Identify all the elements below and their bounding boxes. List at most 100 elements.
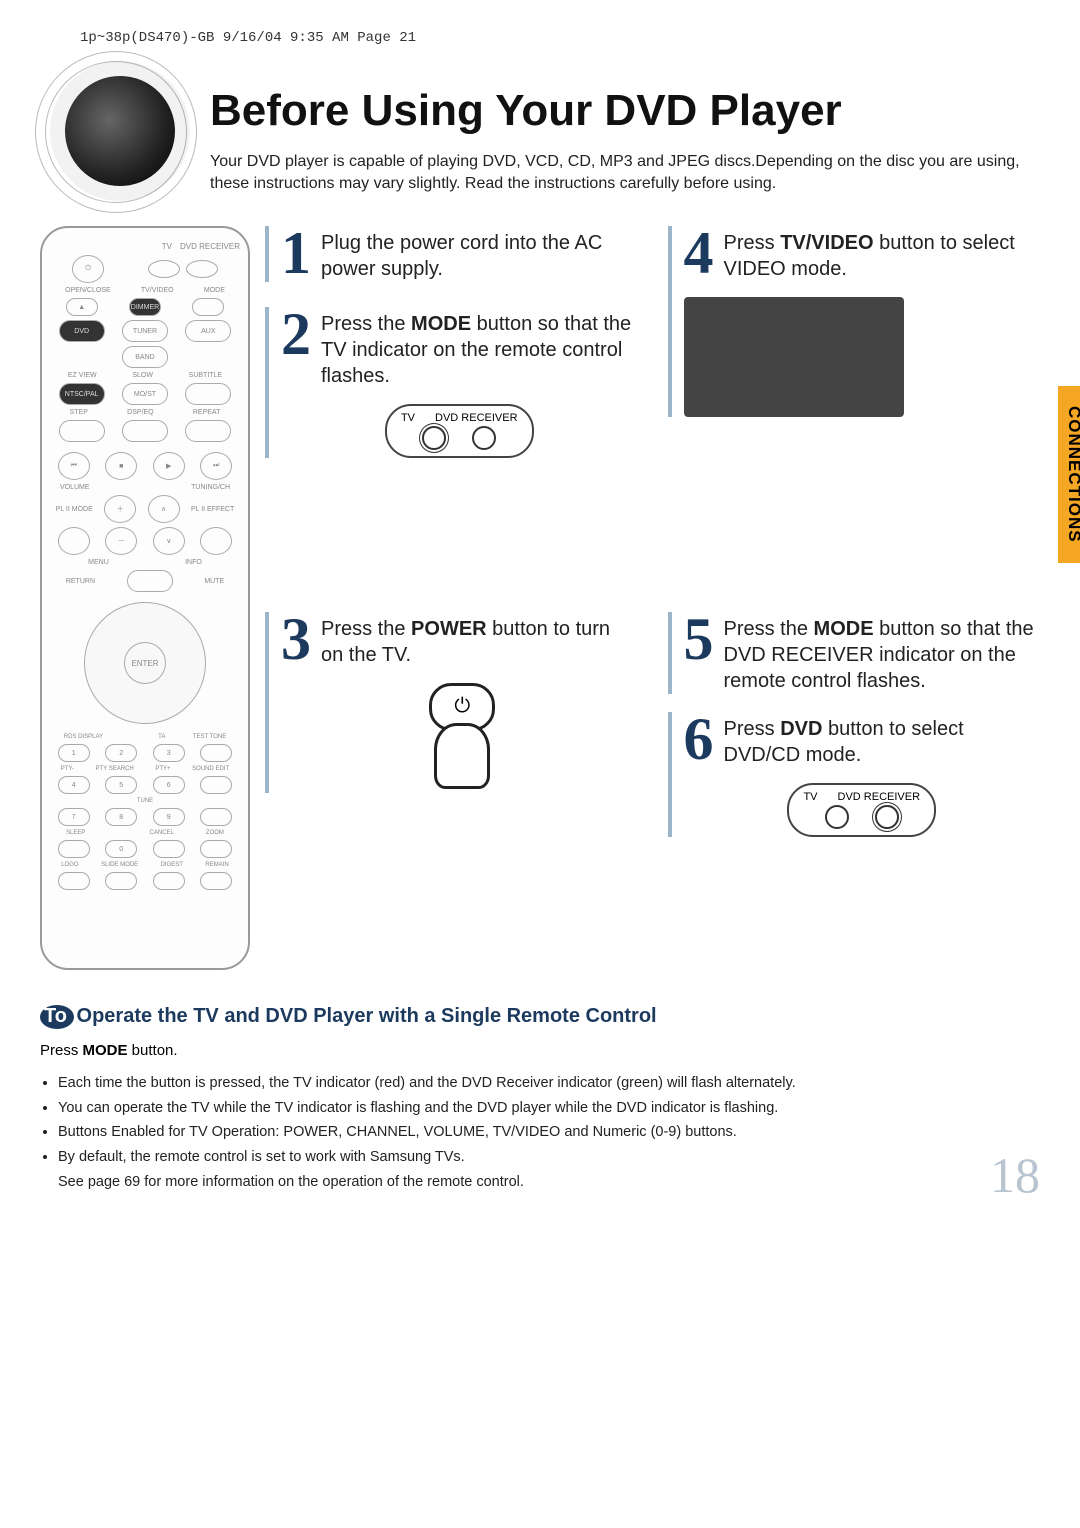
title-block: Before Using Your DVD Player Your DVD pl… (210, 56, 1040, 196)
lbl-digest: DIGEST (161, 862, 183, 868)
page-number: 18 (990, 1146, 1040, 1204)
lbl-rds: RDS DISPLAY (64, 734, 103, 740)
step-4: 4 Press TV/VIDEO button to select VIDEO … (668, 226, 1041, 417)
sub-heading: To Operate the TV and DVD Player with a … (40, 1005, 1040, 1028)
step-6-num: 6 (684, 712, 714, 766)
remote-column: TV DVD RECEIVER ⏻ OPEN/CLOSE TV/VIDEO MO… (40, 226, 245, 970)
lbl-repeat: REPEAT (193, 409, 221, 416)
btn-band: BAND (122, 346, 168, 368)
btn-dimmer: DIMMER (129, 298, 161, 316)
lbl-ta: TA (158, 734, 165, 740)
btn-openclose: ▲ (66, 298, 98, 316)
step-5: 5 Press the MODE button so that the DVD … (668, 612, 1041, 694)
lbl-tune2: TUNE (137, 798, 153, 804)
hand-icon (434, 723, 490, 789)
steps-right-bottom: 5 Press the MODE button so that the DVD … (668, 612, 1041, 971)
step-1-text: Plug the power cord into the AC power su… (321, 226, 638, 282)
key-9: 9 (153, 808, 185, 826)
press-mode-line: Press MODE button. (40, 1042, 1040, 1059)
key-cancel (153, 840, 185, 858)
led-dvd (186, 260, 218, 278)
steps-left-bottom: 3 Press the POWER button to turn on the … (265, 612, 638, 971)
remote-label-dvd: DVD RECEIVER (180, 242, 240, 251)
key-2: 2 (105, 744, 137, 762)
title-row: Before Using Your DVD Player Your DVD pl… (40, 56, 1040, 206)
ind6-tv-label: TV (803, 791, 817, 803)
btn-chdn: ∨ (153, 527, 185, 555)
steps-grid: CONNECTIONS 1 Plug the power cord into t… (265, 226, 1040, 970)
lbl-plii-mode: PL II MODE (56, 506, 93, 513)
lbl-ptym: PTY- (61, 766, 74, 772)
lbl-mode: MODE (204, 287, 225, 294)
lbl-step: STEP (70, 409, 88, 416)
lbl-sleep: SLEEP (66, 830, 85, 836)
key-sleep (58, 840, 90, 858)
key-6: 6 (153, 776, 185, 794)
step-6: 6 Press DVD button to select DVD/CD mode… (668, 712, 1041, 837)
section-tab: CONNECTIONS (1058, 386, 1080, 563)
bottom-section: To Operate the TV and DVD Player with a … (40, 1005, 1040, 1194)
step-3-hand: ⏻ (281, 683, 638, 793)
ind2-tv-label: TV (401, 412, 415, 424)
btn-sub (185, 383, 231, 405)
step-5-num: 5 (684, 612, 714, 666)
lbl-tvvideo: TV/VIDEO (141, 287, 174, 294)
ind6-dvd-led (875, 805, 899, 829)
btn-tuner: TUNER (122, 320, 168, 342)
step-5-text: Press the MODE button so that the DVD RE… (724, 612, 1041, 694)
lbl-testtone: TEST TONE (193, 734, 226, 740)
key-5: 5 (105, 776, 137, 794)
sub-heading-rest: Operate the TV and DVD Player with a Sin… (71, 1005, 657, 1027)
lbl-ptyp: PTY+ (155, 766, 170, 772)
step-4-text: Press TV/VIDEO button to select VIDEO mo… (724, 226, 1041, 282)
ind2-tv-led (422, 426, 446, 450)
speaker-graphic (40, 56, 210, 206)
notes-list: Each time the button is pressed, the TV … (40, 1071, 1040, 1194)
btn-play: ▶ (153, 452, 185, 480)
btn-aux: AUX (185, 320, 231, 342)
lbl-sedit: SOUND EDIT (192, 766, 229, 772)
lbl-subtitle: SUBTITLE (189, 372, 222, 379)
steps-left-top: 1 Plug the power cord into the AC power … (265, 226, 638, 592)
btn-menu (127, 570, 173, 592)
step-1: 1 Plug the power cord into the AC power … (265, 226, 638, 282)
key-slide (105, 872, 137, 890)
btn-mode (192, 298, 224, 316)
lbl-plii-eff: PL II EFFECT (191, 506, 234, 513)
key-7: 7 (58, 808, 90, 826)
remote-illustration: TV DVD RECEIVER ⏻ OPEN/CLOSE TV/VIDEO MO… (40, 226, 250, 970)
key-1: 1 (58, 744, 90, 762)
lbl-zoom: ZOOM (206, 830, 224, 836)
btn-step (59, 420, 105, 442)
key-0: 0 (105, 840, 137, 858)
step-3: 3 Press the POWER button to turn on the … (265, 612, 638, 793)
ind6-tv-led (825, 805, 849, 829)
power-icon: ⏻ (72, 255, 104, 283)
btn-chup: ∧ (148, 495, 180, 523)
step-6-text: Press DVD button to select DVD/CD mode. (724, 712, 1041, 768)
dpad (84, 602, 206, 724)
step-3-text: Press the POWER button to turn on the TV… (321, 612, 638, 668)
btn-dvd: DVD (59, 320, 105, 342)
btn-ntscpal: NTSC/PAL (59, 383, 105, 405)
btn-dspeq (122, 420, 168, 442)
lbl-dspeq: DSP/EQ (127, 409, 153, 416)
lbl-openclose: OPEN/CLOSE (65, 287, 111, 294)
btn-repeat (185, 420, 231, 442)
lbl-remain: REMAIN (205, 862, 228, 868)
btn-volup: ＋ (104, 495, 136, 523)
steps-right-top: 4 Press TV/VIDEO button to select VIDEO … (668, 226, 1041, 592)
ind2-dvd-label: DVD RECEIVER (435, 412, 518, 424)
key-4: 4 (58, 776, 90, 794)
step-4-screen (684, 297, 1041, 417)
key-3: 3 (153, 744, 185, 762)
lbl-menu: MENU (88, 559, 109, 566)
step-1-num: 1 (281, 226, 311, 280)
btn-most: MO/ST (122, 383, 168, 405)
lbl-slow: SLOW (132, 372, 153, 379)
ind6-dvd-label: DVD RECEIVER (838, 791, 921, 803)
page: 1p~38p(DS470)-GB 9/16/04 9:35 AM Page 21… (20, 0, 1060, 1234)
lbl-slide: SLIDE MODE (101, 862, 138, 868)
step-4-num: 4 (684, 226, 714, 280)
step-3-num: 3 (281, 612, 311, 666)
